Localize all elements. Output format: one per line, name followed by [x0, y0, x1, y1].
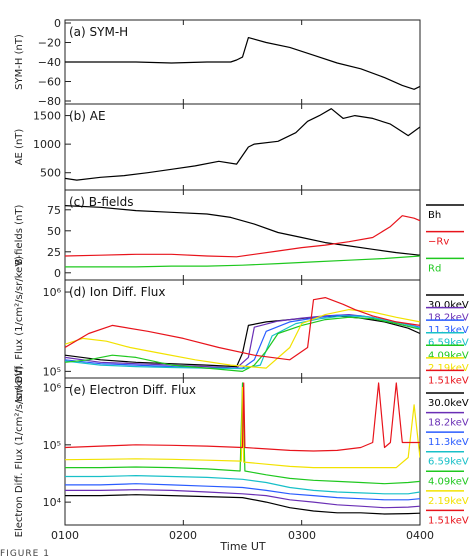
- panel-label: (b) AE: [69, 109, 106, 123]
- x-tick-label: 0400: [406, 529, 434, 542]
- legend-label: Rd: [428, 263, 441, 274]
- series-line-4-09kev: [65, 382, 420, 485]
- series-line-1-51kev: [65, 382, 420, 452]
- legend-label: 2.19keV: [428, 363, 469, 374]
- y-tick-label: 75: [47, 204, 61, 217]
- series-line--rv: [65, 215, 420, 258]
- legend-label: 11.3keV: [428, 325, 469, 336]
- y-tick-label: 10⁵: [43, 439, 61, 452]
- y-tick-label: 1000: [33, 138, 61, 151]
- legend-label: −Rv: [428, 237, 449, 248]
- y-axis-label: Electron Diff. Flux (1/cm²/s/sr/keV): [14, 366, 25, 538]
- legend-label: 6.59keV: [428, 457, 469, 468]
- series-line-2-19kev: [65, 386, 420, 469]
- legend-label: 1.51keV: [428, 375, 469, 386]
- panel-4: 10⁴ 10⁵ 10⁶ Electron Diff. Flux (1/cm²/s/sr…: [14, 366, 469, 538]
- legend-label: 2.19keV: [428, 496, 469, 507]
- x-axis-label: Time UT: [219, 540, 265, 553]
- panel-2: 0 25 50 75 B-fields (nT) (c) B-fields Bh −Rv Rd: [14, 189, 464, 281]
- panel-0: 0 −20 −40 −60 −80 SYM-H (nT) (a) SYM-H: [14, 17, 421, 108]
- y-tick-label: 50: [47, 225, 61, 238]
- y-tick-label: 10⁶: [43, 286, 62, 299]
- series-line-30-0kev: [65, 494, 420, 515]
- series-group: [65, 297, 420, 372]
- x-axis: 0100 0200 0300 0400 Time UT: [51, 529, 434, 553]
- panel-frame: [64, 377, 421, 526]
- y-tick-label: 1500: [33, 110, 61, 123]
- legend-label: 6.59keV: [428, 338, 469, 349]
- series-line-2-19kev: [65, 309, 420, 369]
- series-group: [65, 205, 420, 268]
- series-group: [65, 382, 420, 515]
- panel-label: (c) B-fields: [69, 195, 133, 209]
- series-line-main: [65, 36, 420, 90]
- series-group: [65, 108, 420, 181]
- y-tick-label: 10⁶: [43, 382, 62, 395]
- y-tick-label: −20: [38, 37, 61, 50]
- legend-label: 4.09keV: [428, 350, 469, 361]
- y-axis-label: AE (nT): [14, 129, 25, 166]
- series-line-1-51kev: [65, 297, 420, 361]
- series-line-4-09kev: [65, 316, 420, 372]
- y-tick-label: 0: [54, 267, 61, 280]
- x-tick-label: 0200: [169, 529, 197, 542]
- series-line-6-59kev: [65, 315, 420, 370]
- series-line-main: [65, 108, 420, 181]
- legend-label: 11.3keV: [428, 437, 469, 448]
- panel-label: (a) SYM-H: [69, 25, 128, 39]
- y-axis-label: Ion Diff. Flux (1/cm²/s/sr/keV): [14, 256, 25, 402]
- series-line-6-59kev: [65, 475, 420, 495]
- y-axis-label: B-fields (nT): [14, 205, 25, 266]
- y-tick-label: −80: [38, 95, 61, 108]
- legend-label: 30.0keV: [428, 300, 469, 311]
- legend-label: Bh: [428, 210, 441, 221]
- legend-label: 30.0keV: [428, 398, 469, 409]
- legend-label: 4.09keV: [428, 476, 469, 487]
- series-line-11-3kev: [65, 314, 420, 369]
- series-line-bh: [65, 205, 420, 256]
- panel-label: (d) Ion Diff. Flux: [69, 285, 166, 299]
- series-line-rd: [65, 255, 420, 268]
- series-line-30-0kev: [65, 315, 420, 368]
- y-tick-label: −40: [38, 56, 61, 69]
- x-tick-label: 0100: [51, 529, 79, 542]
- x-tick-label: 0300: [288, 529, 316, 542]
- figure-caption: FIGURE 1: [0, 549, 50, 559]
- series-group: [65, 36, 420, 90]
- legend-label: 1.51keV: [428, 515, 469, 526]
- y-tick-label: 25: [47, 246, 61, 259]
- y-tick-label: 500: [40, 167, 61, 180]
- panel-3: 10⁵ 10⁶ Ion Diff. Flux (1/cm²/s/sr/keV) (d)…: [14, 256, 469, 402]
- y-tick-label: 10⁵: [43, 365, 61, 378]
- y-axis-label: SYM-H (nT): [14, 34, 25, 90]
- series-line-18-2kev: [65, 314, 420, 369]
- series-line-11-3kev: [65, 483, 420, 501]
- y-tick-label: 0: [54, 17, 61, 30]
- legend-label: 18.2keV: [428, 313, 469, 324]
- panel-1: 500 1000 1500 AE (nT) (b) AE: [14, 103, 421, 191]
- y-tick-label: 10⁴: [43, 496, 62, 509]
- panel-label: (e) Electron Diff. Flux: [69, 383, 196, 397]
- y-tick-label: −60: [38, 76, 61, 89]
- series-line-18-2kev: [65, 489, 420, 509]
- legend-label: 18.2keV: [428, 418, 469, 429]
